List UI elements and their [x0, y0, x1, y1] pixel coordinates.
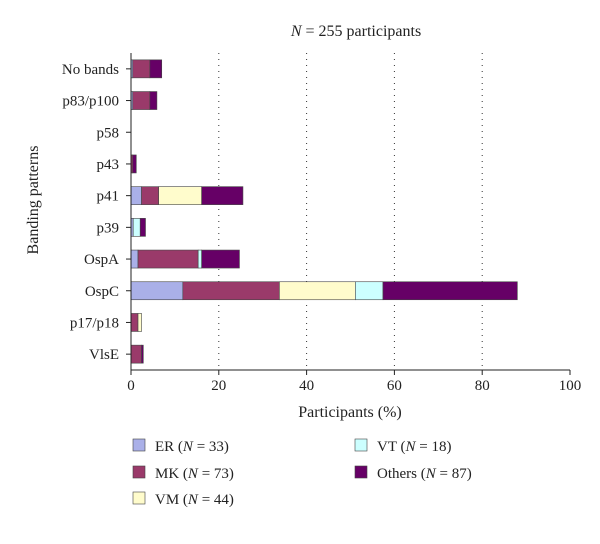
- x-tick-label: 40: [299, 378, 314, 394]
- bar-er-ospa: [130, 249, 139, 269]
- bar-others-p83-p100: [149, 91, 158, 110]
- legend-label: ER (N = 33): [155, 439, 229, 455]
- bar-mk-vlse: [130, 344, 142, 364]
- y-tick-label: VlsE: [89, 347, 119, 363]
- legend: ER (N = 33) MK (N = 73) VM (N = 44) VT (N =…: [132, 438, 472, 508]
- y-tick-label: p39: [97, 220, 120, 236]
- y-tick-label: p41: [97, 189, 120, 205]
- grid-lines: [218, 53, 483, 370]
- bar-mk-ospc: [182, 281, 280, 301]
- legend-swatch: [132, 491, 146, 505]
- x-tick-label: 100: [559, 378, 582, 394]
- bar-vm-p17-p18: [137, 313, 142, 332]
- bar-er-ospc: [130, 281, 184, 301]
- x-tick-label: 20: [211, 378, 226, 394]
- y-tick-label: p58: [97, 125, 120, 141]
- x-tick-label: 60: [387, 378, 402, 394]
- bar-others-p39: [139, 218, 146, 237]
- legend-swatch: [354, 465, 368, 479]
- bar-vt-ospc: [355, 281, 384, 301]
- legend-item-vt: VT (N = 18): [354, 438, 451, 455]
- bar-mk-p83-p100: [132, 91, 151, 110]
- bar-others-p41: [201, 186, 244, 205]
- x-axis-label: Participants (%): [298, 404, 402, 421]
- x-tick-labels: 0 20 40 60 80 100: [127, 378, 581, 394]
- bars: [130, 59, 518, 364]
- y-tick-label: OspA: [84, 252, 119, 268]
- legend-item-er: ER (N = 33): [132, 438, 229, 455]
- legend-item-mk: MK (N = 73): [132, 465, 234, 482]
- axes: [126, 53, 571, 375]
- bar-others-no-bands: [149, 59, 163, 79]
- bar-mk-no-bands: [132, 59, 151, 79]
- x-tick-label: 0: [127, 378, 135, 394]
- bar-others-vlse: [141, 344, 144, 364]
- x-tick-label: 80: [475, 378, 490, 394]
- legend-swatch: [354, 438, 368, 452]
- bar-vt-p39: [132, 218, 141, 237]
- legend-item-vm: VM (N = 44): [132, 491, 234, 508]
- y-tick-labels: No bands p83/p100 p58 p43 p41 p39 OspA OspC p17/…: [62, 62, 119, 363]
- bar-others-ospc: [382, 281, 518, 301]
- legend-label: VM (N = 44): [155, 492, 234, 508]
- legend-swatch: [132, 465, 146, 479]
- legend-label: Others (N = 87): [377, 466, 472, 482]
- bar-others-p43: [132, 154, 137, 174]
- bar-vm-ospc: [279, 281, 356, 301]
- legend-label: VT (N = 18): [377, 439, 451, 455]
- legend-item-others: Others (N = 87): [354, 465, 472, 482]
- bar-vt-ospa: [197, 249, 202, 269]
- y-tick-label: p43: [97, 157, 120, 173]
- y-tick-label: p83/p100: [62, 94, 119, 110]
- bar-er-p41: [130, 186, 142, 205]
- bar-mk-p17-p18: [130, 313, 139, 332]
- bar-vm-p41: [158, 186, 202, 205]
- bar-others-ospa: [201, 249, 240, 269]
- y-tick-label: No bands: [62, 62, 119, 78]
- chart-title: N = 255 participants: [290, 23, 421, 40]
- y-axis-label: Banding patterns: [25, 146, 42, 255]
- y-tick-label: OspC: [85, 284, 119, 300]
- y-tick-label: p17/p18: [70, 315, 119, 331]
- bar-mk-ospa: [137, 249, 199, 269]
- bar-mk-p41: [141, 186, 159, 205]
- legend-label: MK (N = 73): [155, 466, 234, 482]
- legend-swatch: [132, 438, 146, 452]
